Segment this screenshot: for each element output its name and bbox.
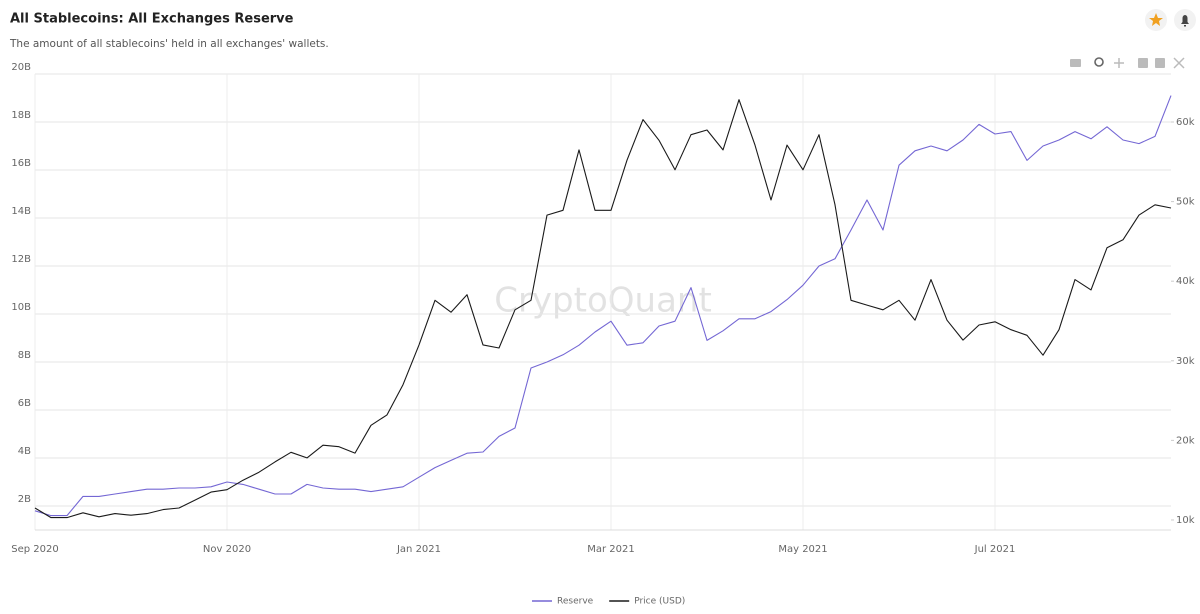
y-tick-label: 12B [11,254,31,265]
series-line [34,99,1172,519]
x-tick-label: Jan 2021 [396,544,441,555]
legend-item[interactable]: Reserve [532,597,594,607]
zoom-icon[interactable] [1094,57,1104,67]
x-tick-label: Nov 2020 [203,544,251,555]
zoom-out-icon[interactable] [1155,58,1165,68]
y-tick-label: 18B [11,110,31,121]
zoom-in-icon[interactable] [1138,58,1148,68]
x-tick-label: Mar 2021 [587,544,635,555]
y-tick-label: 2B [18,494,31,505]
y-tick-label: 20B [11,62,31,73]
x-tick-label: Jul 2021 [974,544,1016,555]
alert-button[interactable] [1174,9,1196,31]
chart-subtitle: The amount of all stablecoins' held in a… [9,38,329,50]
x-tick-label: Sep 2020 [11,544,58,555]
chart-title: All Stablecoins: All Exchanges Reserve [10,12,294,27]
y2-tick-label: 50k [1176,197,1195,208]
pan-icon[interactable] [1114,58,1124,68]
x-tick-label: May 2021 [778,544,827,555]
toolbar [1070,57,1185,69]
series-line [34,95,1172,517]
y-tick-label: 8B [18,350,31,361]
camera-icon[interactable] [1070,59,1081,67]
legend-label: Price (USD) [634,597,685,607]
favorite-button[interactable] [1145,9,1167,31]
y-tick-label: 6B [18,398,31,409]
y2-tick-label: 30k [1176,356,1195,367]
y2-tick-label: 20k [1176,435,1195,446]
reset-icon[interactable] [1173,57,1185,69]
y2-tick-label: 60k [1176,117,1195,128]
y2-tick-label: 10k [1176,515,1195,526]
y-tick-label: 4B [18,446,31,457]
y-tick-label: 16B [11,158,31,169]
legend-item[interactable]: Price (USD) [609,597,685,607]
legend-label: Reserve [557,597,594,607]
y2-tick-label: 40k [1176,276,1195,287]
y-tick-label: 14B [11,206,31,217]
y-tick-label: 10B [11,302,31,313]
